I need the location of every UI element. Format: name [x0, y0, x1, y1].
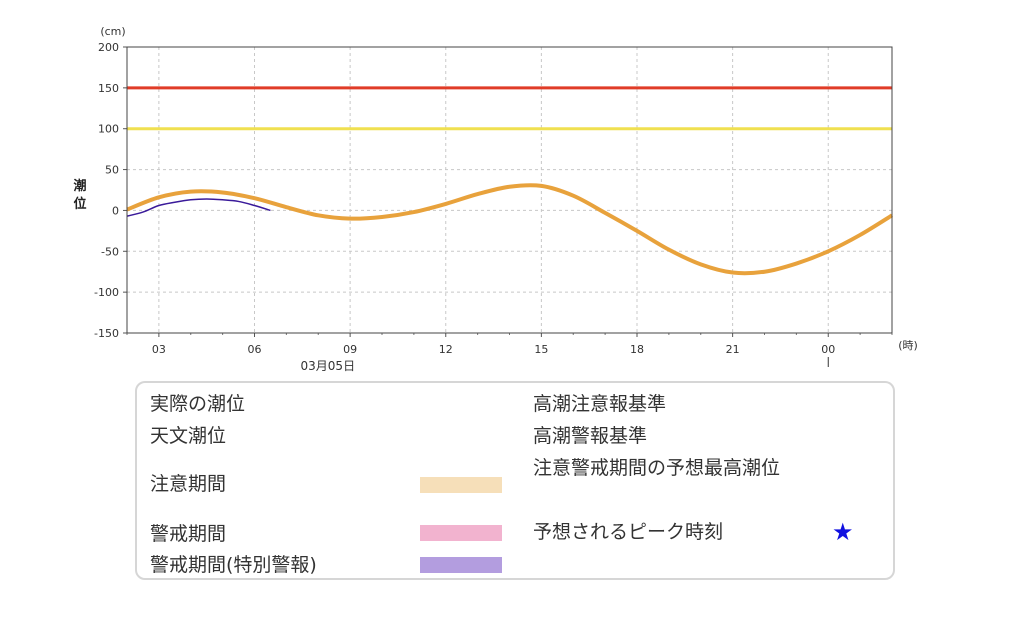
y-tick-label: -150: [94, 327, 119, 340]
y-tick-label: 150: [98, 82, 119, 95]
x-tick-label: 06: [248, 343, 262, 356]
legend-label-caution-period: 注意期間: [150, 473, 227, 495]
y-tick-label: -100: [94, 286, 119, 299]
legend-swatch-special-warning-period: [420, 557, 502, 573]
x-tick-label: 21: [726, 343, 740, 356]
y-tick-label: 0: [112, 204, 119, 217]
legend-label-advisory-level: 高潮注意報基準: [533, 393, 667, 415]
x-tick-label: 00: [821, 343, 835, 356]
y-unit-label: (cm): [100, 25, 125, 38]
y-axis-title-char: 位: [73, 196, 86, 212]
x-tick-label: 09: [343, 343, 357, 356]
series-line-actual: [126, 198, 271, 217]
legend-swatch-caution-period: [420, 477, 502, 493]
legend: 実際の潮位 天文潮位 注意期間 警戒期間 警戒期間(特別警報) 高潮注意報基準 …: [135, 381, 895, 580]
legend-label-warning-period: 警戒期間: [150, 523, 227, 545]
legend-label-peak-time: 予想されるピーク時刻: [533, 521, 724, 543]
series-line-astronomical: [126, 183, 894, 276]
y-tick-label: -50: [101, 245, 119, 258]
legend-swatch-warning-period: [420, 525, 502, 541]
legend-label-special-warning-period: 警戒期間(特別警報): [150, 554, 317, 576]
y-tick-label: 100: [98, 123, 119, 136]
tide-chart: 200 150 100 50 0 -50 -100 -150 03 06 09 12 15 18 21 00 (…: [73, 25, 918, 373]
plot-area: [127, 47, 892, 333]
legend-label-astronomical: 天文潮位: [150, 425, 227, 447]
y-tick-label: 50: [105, 164, 119, 177]
x-tick-label: 18: [630, 343, 644, 356]
date-label: 03月05日: [301, 359, 356, 373]
x-tick-label: 03: [152, 343, 166, 356]
plot-frame: [126, 46, 893, 334]
y-axis-title-char: 潮: [73, 178, 86, 194]
y-tick-label: 200: [98, 41, 119, 54]
legend-label-actual: 実際の潮位: [150, 393, 246, 415]
legend-label-warning-level: 高潮警報基準: [533, 425, 648, 447]
x-tick-label: 15: [534, 343, 548, 356]
x-unit-label: (時): [898, 339, 918, 352]
x-tick-label: 12: [439, 343, 453, 356]
star-icon: ★: [832, 518, 854, 546]
legend-label-forecast-max: 注意警戒期間の予想最高潮位: [533, 457, 781, 479]
